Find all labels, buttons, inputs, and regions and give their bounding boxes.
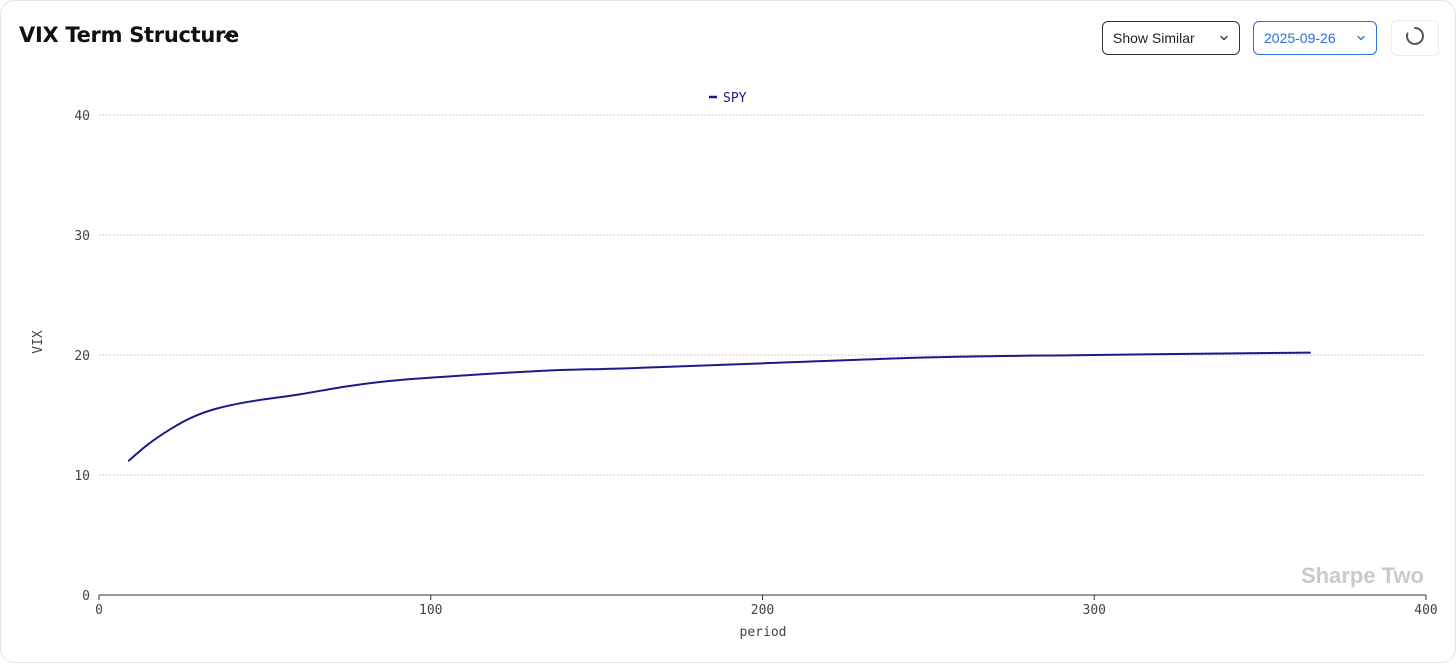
collapse-button[interactable] (217, 25, 241, 49)
series-line-spy (127, 351, 1311, 462)
x-tick-label: 200 (751, 603, 774, 618)
chevron-down-icon (1356, 30, 1366, 46)
x-tick-label: 0 (95, 603, 103, 618)
x-tick-label: 100 (419, 603, 442, 618)
y-tick-label: 40 (74, 109, 90, 124)
x-tick-label: 400 (1414, 603, 1437, 618)
show-similar-label: Show Similar (1113, 30, 1195, 46)
x-axis-label: period (740, 625, 787, 640)
date-select-value: 2025-09-26 (1264, 30, 1336, 46)
show-similar-select[interactable]: Show Similar (1102, 21, 1240, 55)
y-axis-label: VIX (31, 330, 46, 354)
refresh-button[interactable] (1391, 20, 1439, 56)
page-title: VIX Term Structure (19, 23, 240, 47)
y-tick-label: 0 (82, 589, 90, 604)
chevron-down-icon (1219, 30, 1229, 46)
y-tick-label: 10 (74, 469, 90, 484)
y-tick-label: 20 (74, 349, 90, 364)
date-select[interactable]: 2025-09-26 (1253, 21, 1377, 55)
x-tick-label: 300 (1083, 603, 1106, 618)
watermark: Sharpe Two (1301, 563, 1424, 588)
chevron-up-icon (222, 28, 236, 47)
legend-label: SPY (723, 91, 747, 106)
y-tick-label: 30 (74, 229, 90, 244)
loading-spinner-icon (1404, 25, 1426, 52)
